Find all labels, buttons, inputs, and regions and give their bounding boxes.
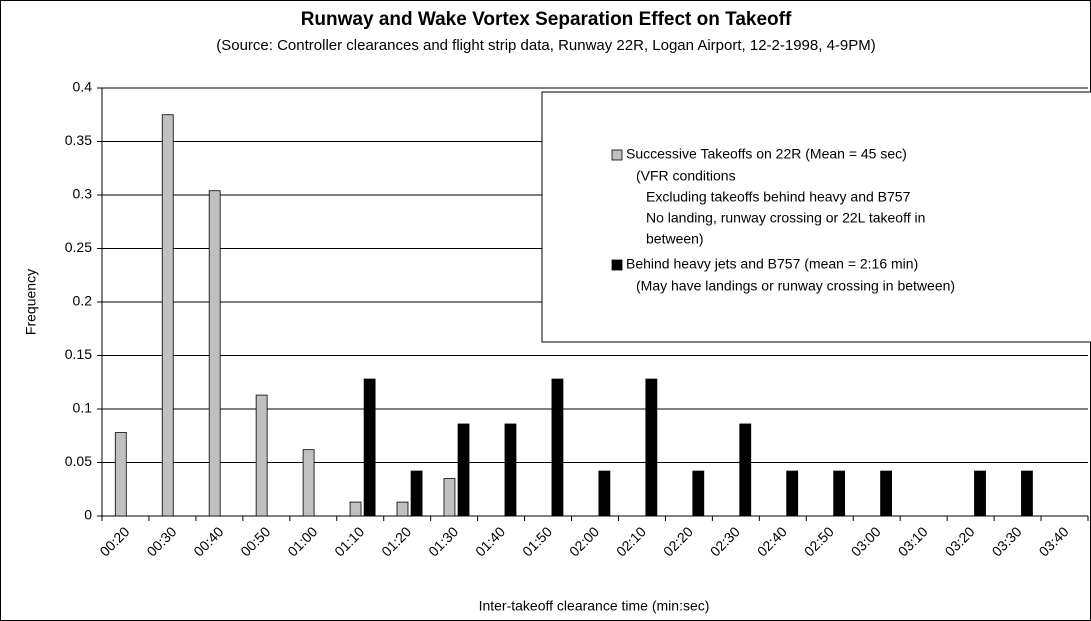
x-axis-label: Inter-takeoff clearance time (min:sec) — [479, 598, 710, 614]
bar — [786, 470, 799, 517]
bar — [692, 470, 705, 517]
y-tick-label: 0 — [84, 507, 92, 523]
y-tick-label: 0.1 — [73, 400, 93, 416]
y-tick-label: 0.05 — [65, 453, 92, 469]
y-tick-label: 0.15 — [65, 346, 92, 362]
bar — [161, 114, 174, 517]
legend-note: Excluding takeoffs behind heavy and B757 — [646, 189, 911, 205]
bar — [114, 432, 127, 517]
y-tick-label: 0.4 — [73, 79, 93, 95]
bar — [302, 449, 315, 517]
bar — [504, 423, 517, 517]
bar — [443, 478, 456, 517]
legend-note: No landing, runway crossing or 22L takeo… — [646, 210, 925, 226]
legend-swatch — [611, 149, 623, 161]
y-tick-label: 0.3 — [73, 186, 93, 202]
bar — [363, 378, 376, 517]
y-tick-label: 0.2 — [73, 293, 93, 309]
bar — [208, 190, 221, 517]
bar — [551, 378, 564, 517]
y-tick-label: 0.25 — [65, 239, 92, 255]
chart-title: Runway and Wake Vortex Separation Effect… — [301, 9, 792, 30]
chart-subtitle: (Source: Controller clearances and fligh… — [216, 37, 876, 54]
legend-note: between) — [646, 231, 704, 247]
bar — [880, 470, 893, 517]
bar — [396, 501, 409, 517]
bar — [598, 470, 611, 517]
legend-label: Successive Takeoffs on 22R (Mean = 45 se… — [626, 146, 907, 162]
bar — [1021, 470, 1033, 517]
bar — [739, 423, 752, 517]
bar — [645, 378, 658, 517]
bar — [255, 394, 268, 517]
bar — [833, 470, 846, 517]
legend-label: Behind heavy jets and B757 (mean = 2:16 … — [626, 256, 918, 272]
y-axis-label: Frequency — [23, 269, 39, 335]
legend-note: (May have landings or runway crossing in… — [636, 278, 955, 294]
bar — [457, 423, 470, 517]
y-tick-label: 0.35 — [65, 132, 92, 148]
bar — [349, 501, 362, 517]
legend-swatch — [611, 259, 623, 271]
bar — [410, 470, 423, 517]
legend-box — [541, 91, 1091, 343]
legend-note: (VFR conditions — [636, 168, 736, 184]
bar — [974, 470, 986, 517]
